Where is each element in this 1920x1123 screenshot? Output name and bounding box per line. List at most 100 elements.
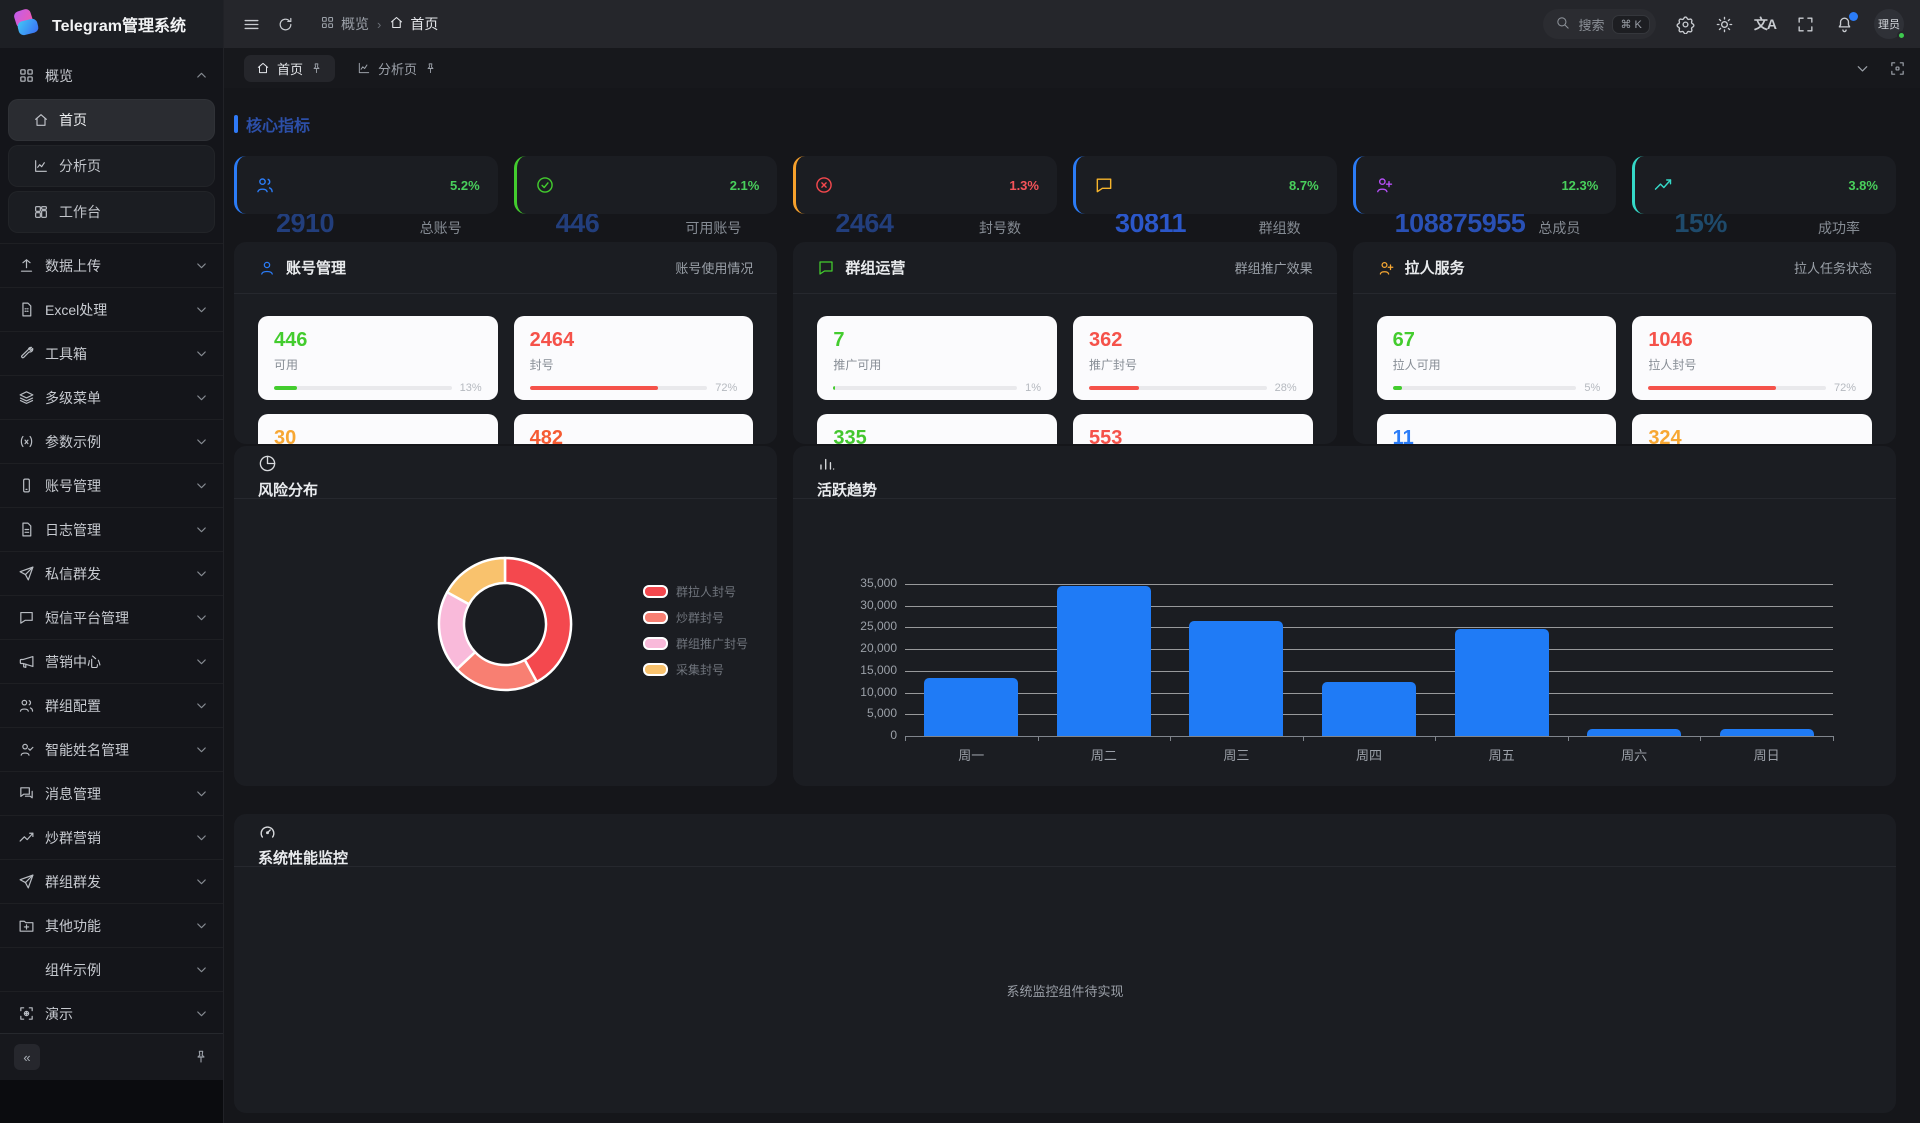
- theme-toggle-button[interactable]: [1715, 15, 1734, 34]
- notifications-button[interactable]: [1835, 11, 1858, 34]
- legend-item-群拉人封号[interactable]: 群拉人封号: [643, 583, 748, 600]
- file-excel-icon: [18, 301, 35, 318]
- sidebar-item-群组配置[interactable]: 群组配置: [0, 684, 223, 727]
- stat-card: 11: [1376, 414, 1617, 444]
- tab-首页[interactable]: 首页: [244, 54, 336, 82]
- stat-card: 362 推广封号 28%: [1072, 316, 1313, 400]
- progress-fill: [274, 386, 298, 390]
- activity-bar-chart: 0 5,000 10,000 15,000 20,000 25,000 30,000 35,0…: [793, 499, 1896, 785]
- kpi-label: 封号数: [978, 220, 1021, 236]
- chevron-down-icon: [194, 390, 209, 405]
- tab-分析页[interactable]: 分析页: [345, 55, 449, 82]
- kpi-percent: 3.8%: [1848, 177, 1878, 193]
- stat-card: 446 可用 13%: [258, 316, 498, 400]
- tab-bar: 首页 分析页: [224, 48, 1920, 88]
- panel-title: 拉人服务: [1404, 260, 1465, 277]
- sidebar-item-多级菜单[interactable]: 多级菜单: [0, 376, 223, 419]
- breadcrumb-separator: ›: [377, 16, 382, 32]
- legend-item-炒群封号[interactable]: 炒群封号: [643, 609, 748, 626]
- stat-progress: 28%: [1088, 382, 1297, 394]
- file-text-icon: [18, 521, 35, 538]
- language-button[interactable]: 文A: [1753, 14, 1777, 34]
- panel-header: 群组运营 群组推广效果: [793, 242, 1337, 294]
- fullscreen-icon: [1796, 15, 1815, 34]
- sidebar-item-私信群发[interactable]: 私信群发: [0, 552, 223, 595]
- panel-subtitle: 群组推广效果: [1234, 261, 1313, 276]
- sidebar-subitem-工作台[interactable]: 工作台: [8, 191, 215, 233]
- sidebar-item-账号管理[interactable]: 账号管理: [0, 464, 223, 507]
- translate-icon: 文A: [1753, 16, 1777, 32]
- sidebar-item-工具箱[interactable]: 工具箱: [0, 332, 223, 375]
- sidebar-item-label: 群组群发: [45, 873, 101, 890]
- sidebar-item-数据上传[interactable]: 数据上传: [0, 244, 223, 287]
- progress-percent: 5%: [1584, 382, 1601, 394]
- legend-item-群组推广封号[interactable]: 群组推广封号: [643, 635, 748, 652]
- kpi-label: 可用账号: [685, 220, 742, 236]
- kpi-card-可用账号: 2.1% 446 可用账号: [513, 156, 778, 242]
- scan-icon: [18, 1005, 35, 1022]
- chevron-down-icon: [194, 742, 209, 757]
- user-avatar[interactable]: 理员: [1874, 9, 1906, 40]
- sidebar-void: [0, 1080, 223, 1123]
- y-axis-label: 25,000: [860, 619, 897, 634]
- breadcrumb-item-home[interactable]: 首页: [389, 14, 438, 34]
- pin-icon[interactable]: [310, 62, 323, 75]
- sidebar-item-短信平台管理[interactable]: 短信平台管理: [0, 596, 223, 639]
- sidebar-item-其他功能[interactable]: 其他功能: [0, 904, 223, 947]
- trend-icon: [1653, 175, 1673, 195]
- chevron-down-icon: [194, 478, 209, 493]
- chevron-down-icon: [194, 654, 209, 669]
- progress-fill: [1088, 386, 1139, 390]
- sidebar-item-演示[interactable]: 演示: [0, 992, 223, 1033]
- sidebar-item-日志管理[interactable]: 日志管理: [0, 508, 223, 551]
- tab-list-button[interactable]: [1854, 60, 1871, 77]
- stat-progress: 72%: [529, 382, 737, 394]
- sidebar-item-消息管理[interactable]: 消息管理: [0, 772, 223, 815]
- tabs: 首页 分析页: [244, 54, 449, 82]
- breadcrumb-item-overview[interactable]: 概览: [320, 14, 369, 34]
- settings-button[interactable]: [1676, 15, 1695, 34]
- sidebar-item-炒群营销[interactable]: 炒群营销: [0, 816, 223, 859]
- panel-header: 账号管理 账号使用情况: [234, 242, 778, 294]
- stat-value: 362: [1088, 329, 1123, 351]
- progress-percent: 1%: [1025, 382, 1041, 394]
- sidebar-item-label: 短信平台管理: [45, 609, 129, 626]
- sidebar-item-Excel处理[interactable]: Excel处理: [0, 288, 223, 331]
- content-fullscreen-button[interactable]: [1889, 60, 1906, 77]
- sidebar-subitem-首页[interactable]: 首页: [8, 99, 215, 141]
- sidebar-subitem-分析页[interactable]: 分析页: [8, 145, 215, 187]
- refresh-icon[interactable]: [277, 16, 294, 33]
- monitor-panel-header: 系统性能监控: [234, 814, 1896, 867]
- sidebar-collapse-button[interactable]: «: [14, 1044, 40, 1070]
- stat-label: 封号: [529, 358, 554, 372]
- sidebar-item-组件示例[interactable]: 组件示例: [0, 948, 223, 991]
- y-axis-label: 20,000: [860, 641, 897, 656]
- sidebar-item-智能姓名管理[interactable]: 智能姓名管理: [0, 728, 223, 771]
- sidebar-item-营销中心[interactable]: 营销中心: [0, 640, 223, 683]
- fullscreen-button[interactable]: [1796, 15, 1815, 34]
- kpi-label: 群组数: [1258, 220, 1301, 236]
- sidebar-pin-icon[interactable]: [193, 1049, 209, 1065]
- legend-swatch: [643, 611, 668, 624]
- legend-item-采集封号[interactable]: 采集封号: [643, 661, 748, 678]
- panel-拉人服务: 拉人服务 拉人任务状态 67 拉人可用 5% 1046 拉人封号 72% 11 324: [1352, 242, 1896, 444]
- sidebar-item-label: 日志管理: [45, 521, 101, 538]
- donut-svg: [437, 556, 573, 692]
- stat-card: 7 推广可用 1%: [817, 316, 1057, 400]
- overview-grid-icon: [320, 15, 335, 33]
- x-axis-category: 周五: [1488, 748, 1515, 763]
- chevron-down-icon: [194, 346, 209, 361]
- hamburger-menu-icon[interactable]: [242, 15, 261, 34]
- sidebar-item-参数示例[interactable]: 参数示例: [0, 420, 223, 463]
- stat-card: 335: [817, 414, 1057, 444]
- bar-chart-icon: [817, 458, 836, 477]
- sidebar-item-群组群发[interactable]: 群组群发: [0, 860, 223, 903]
- pin-icon[interactable]: [424, 62, 437, 75]
- stat-value: 335: [833, 427, 867, 444]
- chart-icon: [33, 158, 49, 174]
- progress-track: [529, 386, 708, 390]
- search-input[interactable]: 搜索 ⌘ K: [1543, 9, 1656, 39]
- activity-trend-panel: 活跃趋势 0 5,000 10,000 15,000 20,000 25,000 30,00…: [793, 446, 1896, 786]
- sidebar-item-概览[interactable]: 概览: [0, 54, 223, 97]
